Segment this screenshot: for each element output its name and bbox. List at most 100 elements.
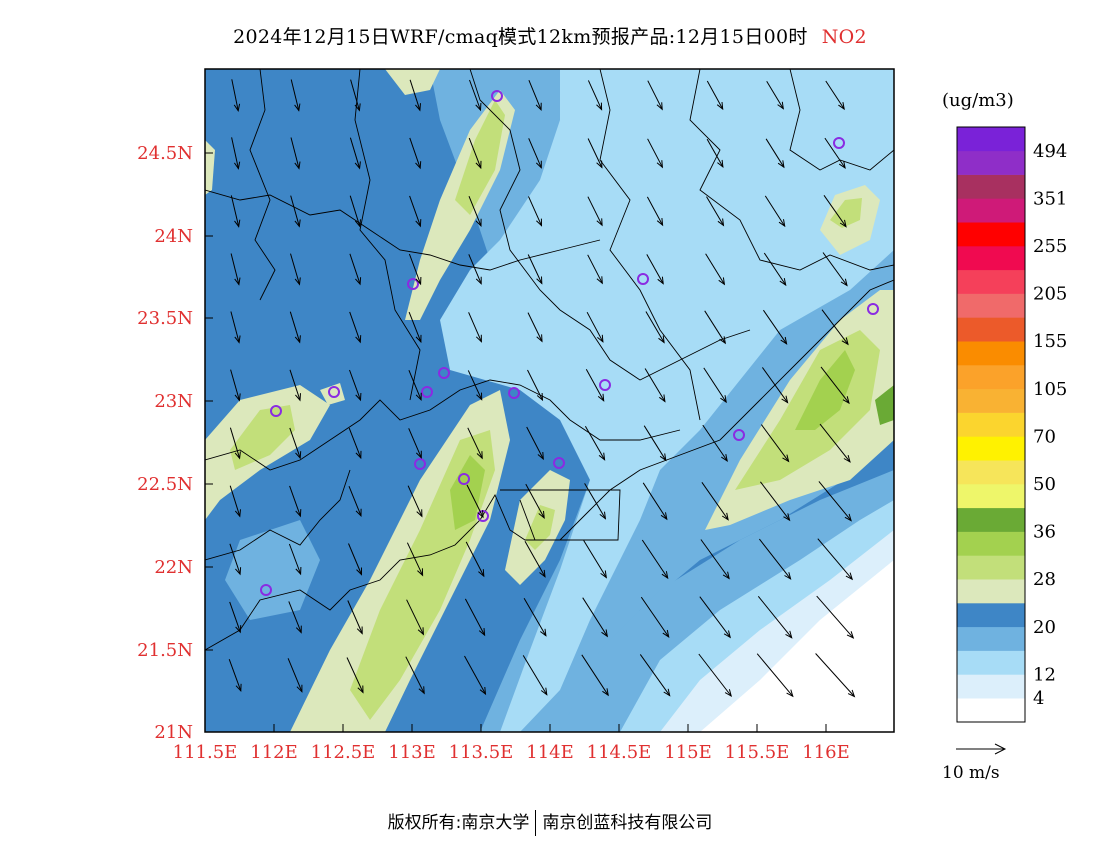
province-boundary-4 bbox=[469, 69, 751, 381]
city-marker bbox=[438, 367, 450, 379]
wind-vector bbox=[229, 485, 241, 517]
city-marker bbox=[491, 90, 503, 102]
wind-vector bbox=[348, 427, 362, 459]
wind-vector bbox=[230, 369, 240, 401]
wind-vector bbox=[346, 657, 364, 693]
boundary-lines bbox=[205, 69, 894, 651]
wind-vector-head bbox=[722, 571, 730, 580]
field-white-southeast bbox=[700, 560, 894, 732]
wind-vector bbox=[822, 252, 848, 286]
lat-axis bbox=[205, 152, 213, 733]
wind-vector bbox=[706, 138, 724, 168]
wind-vector bbox=[700, 539, 730, 579]
title-species: NO2 bbox=[821, 26, 867, 48]
wind-vector bbox=[824, 137, 846, 169]
wind-vector-head bbox=[478, 628, 486, 637]
wind-vector-head bbox=[355, 277, 362, 286]
wind-vector bbox=[581, 654, 609, 696]
wind-vector-head bbox=[658, 394, 666, 403]
wind-vector-head bbox=[354, 161, 361, 170]
wind-vector bbox=[585, 368, 605, 402]
colorbar-tick-label: 12 bbox=[1033, 664, 1056, 685]
colorbar-bin bbox=[957, 269, 1025, 294]
province-boundary-2 bbox=[354, 69, 421, 401]
wind-vector-head bbox=[598, 452, 606, 461]
wind-vector-head bbox=[783, 513, 791, 522]
wind-vector bbox=[408, 370, 422, 400]
wind-vector bbox=[821, 309, 849, 345]
wind-vector bbox=[642, 482, 668, 520]
province-boundary-5 bbox=[599, 69, 701, 421]
lat-tick-label: 21N bbox=[154, 722, 193, 743]
colorbar-tick-label: 20 bbox=[1033, 617, 1056, 638]
wind-vector bbox=[406, 542, 424, 576]
wind-vector bbox=[704, 310, 726, 344]
field-plume-north-top bbox=[385, 69, 440, 95]
wind-vector-head bbox=[295, 509, 302, 518]
wind-vector bbox=[349, 311, 361, 343]
wind-vector-head bbox=[777, 160, 785, 169]
wind-vector-head bbox=[294, 277, 301, 286]
wind-vector-head bbox=[476, 451, 483, 460]
lon-tick-label: 114.5E bbox=[587, 742, 652, 763]
colorbar-bin bbox=[957, 341, 1025, 366]
wind-vector-head bbox=[662, 629, 670, 638]
wind-vector-head bbox=[780, 336, 788, 345]
wind-vector-head bbox=[778, 219, 786, 228]
wind-vector-head bbox=[233, 103, 241, 112]
wind-vector bbox=[230, 253, 240, 285]
wind-vector-head bbox=[596, 218, 603, 227]
wind-vector-head bbox=[234, 451, 241, 460]
wind-vector-head bbox=[844, 513, 852, 522]
wind-vector bbox=[289, 427, 301, 459]
wind-vector-head bbox=[416, 509, 423, 518]
field-spot-southwest bbox=[205, 140, 215, 195]
wind-vector-head bbox=[719, 336, 726, 345]
wind-vector-head bbox=[417, 568, 424, 577]
wind-vector-head bbox=[295, 393, 301, 402]
wind-vector bbox=[819, 423, 851, 463]
wind-vector-head bbox=[721, 453, 728, 462]
field-plume-east-edge-core bbox=[875, 385, 894, 425]
wind-vector-head bbox=[656, 160, 664, 169]
wind-vector bbox=[646, 196, 664, 226]
lon-tick-label: 113E bbox=[388, 742, 436, 763]
colorbar-bin bbox=[957, 674, 1025, 699]
wind-vector bbox=[289, 485, 301, 517]
colorbar-bin bbox=[957, 507, 1025, 532]
wind-vector bbox=[699, 596, 731, 638]
wind-vector bbox=[765, 138, 785, 168]
wind-vector bbox=[584, 426, 606, 460]
colorbar-bin bbox=[957, 127, 1025, 152]
wind-vector bbox=[639, 654, 671, 696]
colorbar-tick-label: 205 bbox=[1033, 284, 1067, 305]
wind-vector bbox=[350, 79, 360, 111]
colorbar-labels: 4 12 20 28 36 50 70 105 155 205 255 351 494 bbox=[1033, 141, 1067, 709]
wind-vector bbox=[409, 137, 421, 169]
lat-tick-label: 22N bbox=[154, 557, 193, 578]
wind-vector-head bbox=[724, 689, 732, 698]
wind-vector-head bbox=[785, 630, 793, 639]
wind-vector-head bbox=[415, 161, 422, 170]
wind-vector bbox=[760, 481, 790, 521]
wind-vector-head bbox=[536, 334, 543, 343]
wind-vector bbox=[231, 79, 239, 111]
wind-vector bbox=[705, 253, 725, 285]
wind-vector bbox=[228, 659, 242, 691]
wind-vector-head bbox=[723, 630, 731, 639]
city-marker bbox=[508, 387, 520, 399]
wind-vector-head bbox=[475, 218, 482, 227]
city-marker bbox=[270, 405, 282, 417]
wind-vector bbox=[528, 196, 542, 226]
wind-vector bbox=[703, 367, 727, 403]
wind-vector-head bbox=[656, 218, 664, 227]
wind-vector bbox=[816, 595, 854, 639]
city-marker bbox=[407, 278, 419, 290]
wind-vector-head bbox=[536, 276, 543, 285]
wind-vector-head bbox=[235, 625, 242, 634]
wind-vector bbox=[587, 254, 603, 284]
wind-vector-head bbox=[602, 688, 609, 697]
lat-tick-label: 23.5N bbox=[137, 308, 193, 329]
lat-tick-label: 24N bbox=[154, 226, 193, 247]
city-markers bbox=[260, 90, 879, 596]
